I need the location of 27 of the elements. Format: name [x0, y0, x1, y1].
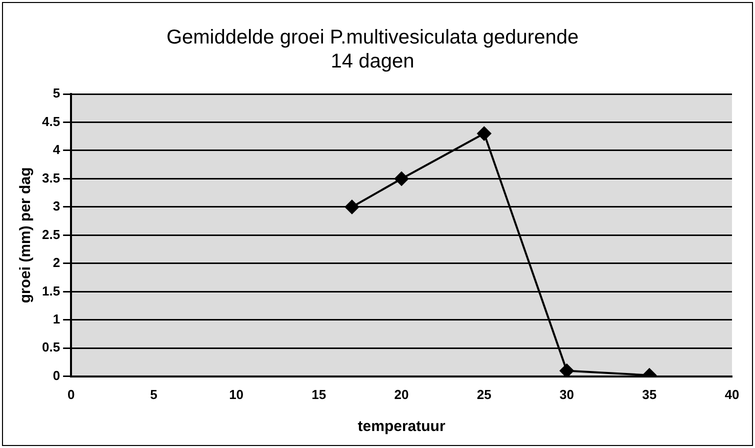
chart-title: Gemiddelde groei P.multivesiculata gedurende 14 dagen	[166, 26, 579, 73]
x-tick-label: 40	[724, 386, 740, 402]
x-tick-label: 20	[394, 386, 409, 402]
y-tick-label: 1	[52, 312, 60, 326]
point	[344, 200, 359, 214]
y-tick-label: 2.5	[42, 226, 60, 242]
y-tick-label: 2	[52, 255, 60, 270]
x-axis-title: temperatuur	[358, 418, 446, 436]
y-tick-label: 0.5	[42, 340, 60, 355]
point	[394, 172, 409, 186]
x-tick-label: 15	[312, 386, 326, 402]
y-tick-label: 5	[52, 86, 60, 101]
point	[560, 364, 574, 376]
y-tick-label: 4	[52, 142, 61, 158]
y-tick-label: 0	[52, 368, 60, 383]
x-tick-label: 25	[476, 386, 492, 402]
y-tick-label: 3.5	[42, 170, 60, 186]
y-tick-label: 1.5	[42, 283, 60, 298]
x-tick-label: 35	[642, 386, 657, 402]
y-axis-title: groei (mm) per dag	[17, 167, 34, 304]
x-tick-label: 10	[229, 386, 244, 402]
point	[477, 126, 492, 141]
x-tick-label: 0	[67, 386, 75, 402]
y-tick-label: 4.5	[42, 114, 60, 129]
x-tick-label: 30	[560, 386, 574, 402]
y-tick-label: 3	[52, 198, 60, 214]
x-tick-label: 5	[150, 386, 158, 402]
